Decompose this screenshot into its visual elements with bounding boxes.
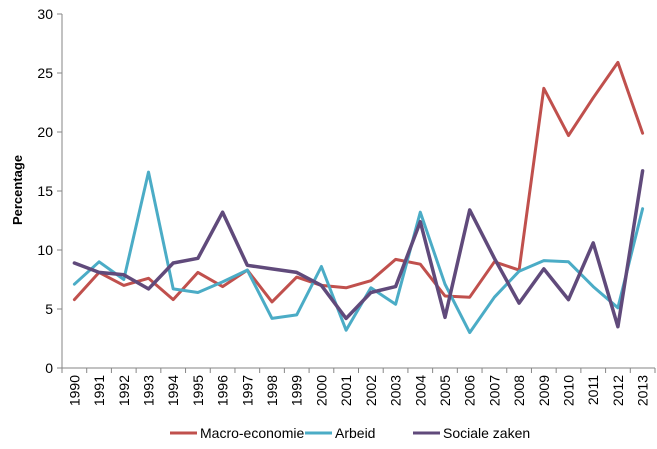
x-tick-label: 1995 [190,375,206,406]
x-tick-label: 2003 [388,375,404,406]
x-tick-label: 2009 [536,375,552,406]
x-tick-label: 2010 [561,375,577,406]
series-line-0 [72,60,645,304]
x-tick-label: 2002 [363,375,379,406]
legend-label: Arbeid [335,425,375,441]
x-tick-label: 2008 [511,375,527,406]
series-line-2 [72,169,645,329]
x-tick-label: 1991 [91,375,107,406]
x-tick-label: 2005 [437,375,453,406]
y-axis-title: Percentage [10,155,25,225]
series-lines [72,60,645,335]
x-tick-label: 1993 [140,375,156,406]
y-tick-label: 10 [37,242,53,258]
x-tick-label: 1999 [289,375,305,406]
y-tick-label: 15 [37,183,53,199]
legend-label: Macro-economie [200,425,304,441]
x-tick-label: 2012 [610,375,626,406]
x-tick-label: 2001 [338,375,354,406]
x-tick-label: 2011 [585,375,601,405]
x-tick-label: 1996 [215,375,231,406]
x-axis: 1990 1991 1992 1993 1994 1995 1996 1997 1998 1999… [61,367,656,406]
x-tick-label: 2007 [486,375,502,406]
x-tick-label: 1990 [66,375,82,406]
y-axis: 0 5 10 15 20 25 30 [37,6,63,376]
y-tick-label: 5 [45,301,53,317]
series-line-1 [72,170,645,335]
x-tick-label: 2004 [412,375,428,406]
y-tick-label: 20 [37,124,53,140]
legend: Macro-economie Arbeid Sociale zaken [170,425,530,441]
legend-label: Sociale zaken [443,425,530,441]
x-tick-label: 1994 [165,375,181,406]
x-tick-label: 1998 [264,375,280,406]
x-tick-label: 2000 [313,375,329,406]
x-tick-label: 1992 [116,375,132,406]
x-tick-label: 2006 [462,375,478,406]
y-tick-label: 25 [37,65,53,81]
y-tick-label: 30 [37,6,53,22]
y-tick-label: 0 [45,360,53,376]
x-tick-label: 1997 [239,375,255,406]
x-tick-label: 2013 [635,375,651,406]
